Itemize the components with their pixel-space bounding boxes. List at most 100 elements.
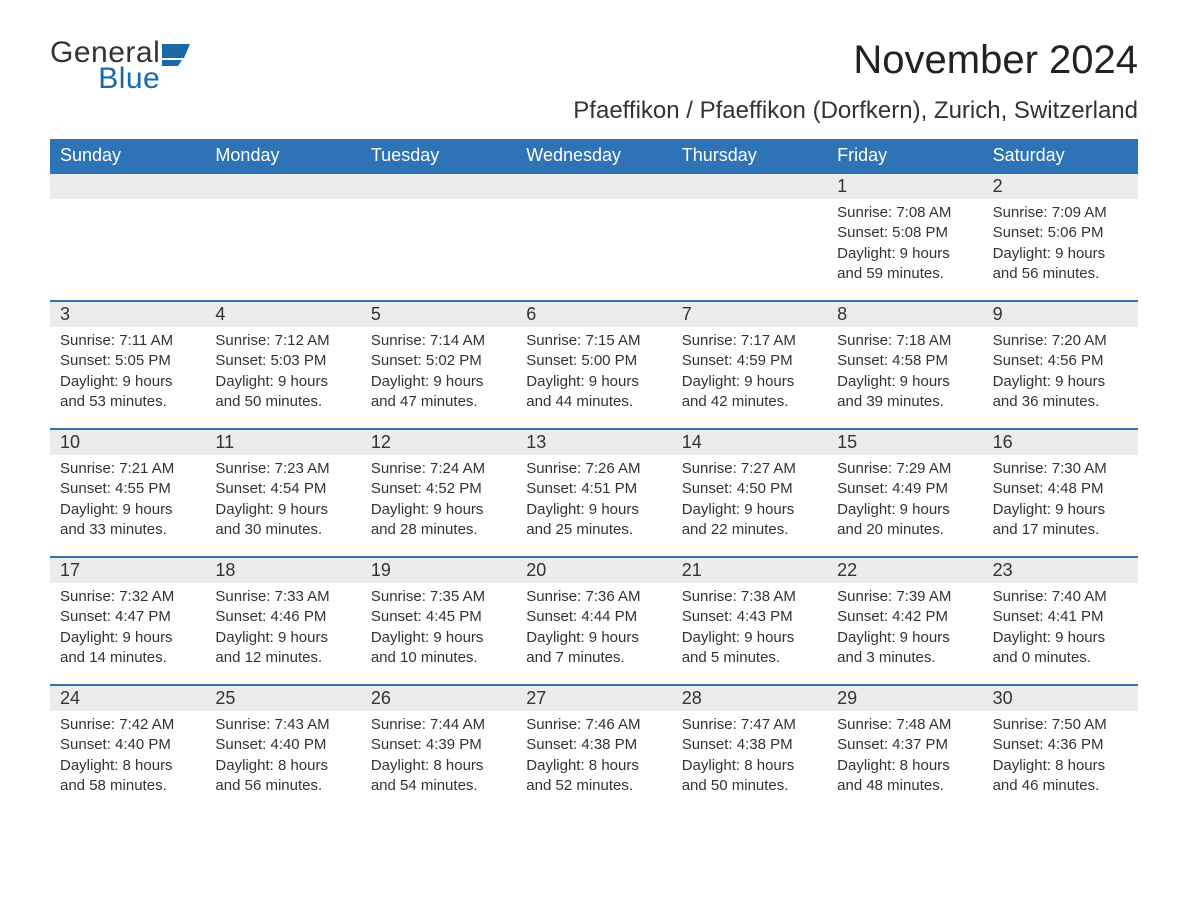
date-number: 8 — [827, 302, 982, 327]
day-detail: Sunrise: 7:14 AMSunset: 5:02 PMDaylight:… — [361, 327, 516, 420]
day-detail: Sunrise: 7:17 AMSunset: 4:59 PMDaylight:… — [672, 327, 827, 420]
date-number: 4 — [205, 302, 360, 327]
daylight-text: Daylight: 8 hours and 54 minutes. — [371, 756, 506, 797]
details-row: Sunrise: 7:21 AMSunset: 4:55 PM Daylight:… — [50, 455, 1138, 548]
sunset-text: Sunset: 4:47 PM — [60, 607, 195, 627]
sunrise-text: Sunrise: 7:21 AM — [60, 459, 195, 479]
sunrise-text: Sunrise: 7:12 AM — [215, 331, 350, 351]
date-number: 18 — [205, 558, 360, 583]
week-row: 17181920212223Sunrise: 7:32 AMSunset: 4:… — [50, 556, 1138, 676]
date-strip: 24252627282930 — [50, 684, 1138, 711]
sunrise-text: Sunrise: 7:30 AM — [993, 459, 1128, 479]
daylight-text: Daylight: 9 hours and 25 minutes. — [526, 500, 661, 541]
date-number: 5 — [361, 302, 516, 327]
sunset-text: Sunset: 5:08 PM — [837, 223, 972, 243]
day-detail — [516, 199, 671, 292]
day-detail: Sunrise: 7:20 AMSunset: 4:56 PMDaylight:… — [983, 327, 1138, 420]
day-detail: Sunrise: 7:09 AMSunset: 5:06 PMDaylight:… — [983, 199, 1138, 292]
daylight-text: Daylight: 9 hours and 50 minutes. — [215, 372, 350, 413]
daylight-text: Daylight: 9 hours and 12 minutes. — [215, 628, 350, 669]
date-number: 26 — [361, 686, 516, 711]
sunrise-text: Sunrise: 7:33 AM — [215, 587, 350, 607]
month-title: November 2024 — [573, 38, 1138, 83]
logo-word-blue: Blue — [50, 64, 160, 94]
day-detail: Sunrise: 7:32 AMSunset: 4:47 PMDaylight:… — [50, 583, 205, 676]
date-number — [205, 174, 360, 199]
date-number: 6 — [516, 302, 671, 327]
sunrise-text: Sunrise: 7:14 AM — [371, 331, 506, 351]
date-number: 2 — [983, 174, 1138, 199]
date-number: 9 — [983, 302, 1138, 327]
sunrise-text: Sunrise: 7:08 AM — [837, 203, 972, 223]
day-detail — [672, 199, 827, 292]
daylight-text: Daylight: 9 hours and 5 minutes. — [682, 628, 817, 669]
day-detail: Sunrise: 7:30 AMSunset: 4:48 PMDaylight:… — [983, 455, 1138, 548]
weekday-header: Friday — [827, 139, 982, 172]
sunrise-text: Sunrise: 7:32 AM — [60, 587, 195, 607]
daylight-text: Daylight: 9 hours and 39 minutes. — [837, 372, 972, 413]
sunset-text: Sunset: 4:55 PM — [60, 479, 195, 499]
day-detail: Sunrise: 7:46 AMSunset: 4:38 PMDaylight:… — [516, 711, 671, 804]
sunset-text: Sunset: 5:05 PM — [60, 351, 195, 371]
day-detail: Sunrise: 7:35 AMSunset: 4:45 PMDaylight:… — [361, 583, 516, 676]
daylight-text: Daylight: 9 hours and 56 minutes. — [993, 244, 1128, 285]
weekday-header: Wednesday — [516, 139, 671, 172]
sunrise-text: Sunrise: 7:44 AM — [371, 715, 506, 735]
date-number: 14 — [672, 430, 827, 455]
date-number: 11 — [205, 430, 360, 455]
sunset-text: Sunset: 4:49 PM — [837, 479, 972, 499]
day-detail: Sunrise: 7:40 AMSunset: 4:41 PMDaylight:… — [983, 583, 1138, 676]
sunrise-text: Sunrise: 7:48 AM — [837, 715, 972, 735]
daylight-text: Daylight: 9 hours and 42 minutes. — [682, 372, 817, 413]
day-detail: Sunrise: 7:36 AMSunset: 4:44 PMDaylight:… — [516, 583, 671, 676]
date-number — [516, 174, 671, 199]
day-detail: Sunrise: 7:15 AMSunset: 5:00 PMDaylight:… — [516, 327, 671, 420]
sunset-text: Sunset: 4:51 PM — [526, 479, 661, 499]
sunrise-text: Sunrise: 7:36 AM — [526, 587, 661, 607]
day-detail: Sunrise: 7:21 AMSunset: 4:55 PMDaylight:… — [50, 455, 205, 548]
daylight-text: Daylight: 8 hours and 48 minutes. — [837, 756, 972, 797]
day-detail: Sunrise: 7:44 AMSunset: 4:39 PMDaylight:… — [361, 711, 516, 804]
date-strip: 3456789 — [50, 300, 1138, 327]
sunrise-text: Sunrise: 7:15 AM — [526, 331, 661, 351]
sunrise-text: Sunrise: 7:11 AM — [60, 331, 195, 351]
day-detail — [50, 199, 205, 292]
sunset-text: Sunset: 4:38 PM — [682, 735, 817, 755]
day-detail — [361, 199, 516, 292]
sunrise-text: Sunrise: 7:23 AM — [215, 459, 350, 479]
sunrise-text: Sunrise: 7:42 AM — [60, 715, 195, 735]
date-number: 19 — [361, 558, 516, 583]
sunrise-text: Sunrise: 7:27 AM — [682, 459, 817, 479]
daylight-text: Daylight: 8 hours and 56 minutes. — [215, 756, 350, 797]
daylight-text: Daylight: 9 hours and 22 minutes. — [682, 500, 817, 541]
date-number: 21 — [672, 558, 827, 583]
date-strip: 17181920212223 — [50, 556, 1138, 583]
day-detail: Sunrise: 7:11 AMSunset: 5:05 PMDaylight:… — [50, 327, 205, 420]
date-number: 20 — [516, 558, 671, 583]
sunset-text: Sunset: 4:42 PM — [837, 607, 972, 627]
daylight-text: Daylight: 9 hours and 0 minutes. — [993, 628, 1128, 669]
date-number: 1 — [827, 174, 982, 199]
date-number: 29 — [827, 686, 982, 711]
daylight-text: Daylight: 9 hours and 3 minutes. — [837, 628, 972, 669]
sunset-text: Sunset: 4:40 PM — [60, 735, 195, 755]
sunrise-text: Sunrise: 7:24 AM — [371, 459, 506, 479]
day-detail: Sunrise: 7:27 AMSunset: 4:50 PMDaylight:… — [672, 455, 827, 548]
sunset-text: Sunset: 4:38 PM — [526, 735, 661, 755]
daylight-text: Daylight: 8 hours and 52 minutes. — [526, 756, 661, 797]
daylight-text: Daylight: 9 hours and 53 minutes. — [60, 372, 195, 413]
date-number: 10 — [50, 430, 205, 455]
sunset-text: Sunset: 4:58 PM — [837, 351, 972, 371]
date-number: 22 — [827, 558, 982, 583]
day-detail: Sunrise: 7:39 AMSunset: 4:42 PMDaylight:… — [827, 583, 982, 676]
sunset-text: Sunset: 4:46 PM — [215, 607, 350, 627]
sunrise-text: Sunrise: 7:09 AM — [993, 203, 1128, 223]
day-detail: Sunrise: 7:12 AMSunset: 5:03 PMDaylight:… — [205, 327, 360, 420]
week-row: 24252627282930Sunrise: 7:42 AMSunset: 4:… — [50, 684, 1138, 804]
sunset-text: Sunset: 4:43 PM — [682, 607, 817, 627]
sunset-text: Sunset: 4:59 PM — [682, 351, 817, 371]
calendar: SundayMondayTuesdayWednesdayThursdayFrid… — [50, 139, 1138, 804]
sunset-text: Sunset: 5:02 PM — [371, 351, 506, 371]
date-number: 16 — [983, 430, 1138, 455]
day-detail: Sunrise: 7:23 AMSunset: 4:54 PMDaylight:… — [205, 455, 360, 548]
